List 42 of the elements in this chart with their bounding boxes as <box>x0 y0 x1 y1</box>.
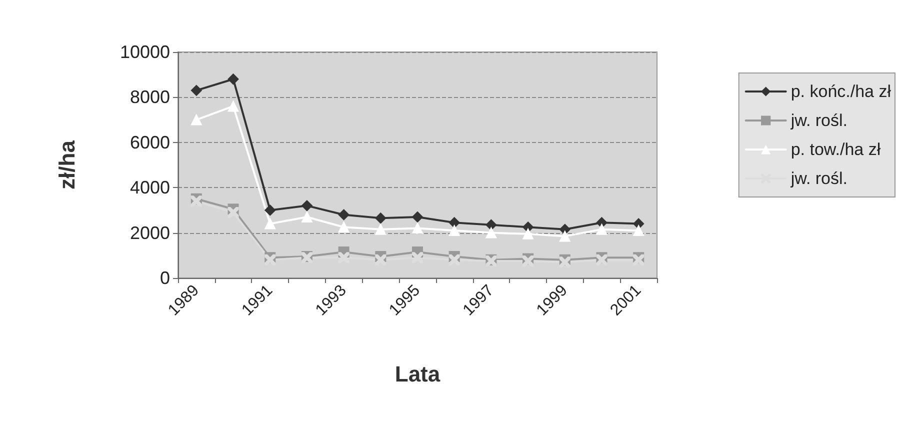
y-tick-label: 0 <box>160 268 170 288</box>
point <box>228 100 239 112</box>
point <box>264 204 276 216</box>
point <box>264 218 276 230</box>
point <box>228 74 239 85</box>
y-tick-label: 4000 <box>130 178 170 198</box>
legend-label: jw. rośl. <box>790 169 848 188</box>
point <box>559 230 570 242</box>
y-tick-label: 10000 <box>120 42 170 62</box>
y-tick-label: 8000 <box>130 87 170 108</box>
point <box>596 224 608 235</box>
y-axis-title: zł/ha <box>54 140 80 190</box>
point <box>301 211 312 222</box>
point <box>228 206 239 218</box>
y-tick-label: 6000 <box>130 132 170 152</box>
x-axis-title: Lata <box>394 362 441 386</box>
point <box>190 196 202 207</box>
legend-label: p. końc./ha zł <box>790 82 892 101</box>
point <box>448 225 460 236</box>
point <box>412 252 423 264</box>
point <box>412 211 423 222</box>
point <box>412 222 423 234</box>
point <box>486 227 497 238</box>
point <box>338 222 350 233</box>
point <box>486 219 497 230</box>
point <box>190 114 202 126</box>
y-tick-label: 2000 <box>130 222 170 243</box>
point <box>338 209 350 220</box>
point <box>633 225 644 236</box>
legend-label: p. tow./ha zł <box>790 140 881 159</box>
point <box>522 256 534 267</box>
point <box>448 254 460 266</box>
legend-label: jw. rośl. <box>790 111 848 130</box>
point <box>338 252 350 264</box>
point <box>559 256 570 268</box>
point <box>375 254 386 266</box>
point <box>301 200 312 212</box>
point <box>448 217 460 228</box>
point <box>375 224 386 235</box>
point <box>522 228 534 240</box>
point <box>190 84 202 96</box>
point <box>375 212 386 224</box>
